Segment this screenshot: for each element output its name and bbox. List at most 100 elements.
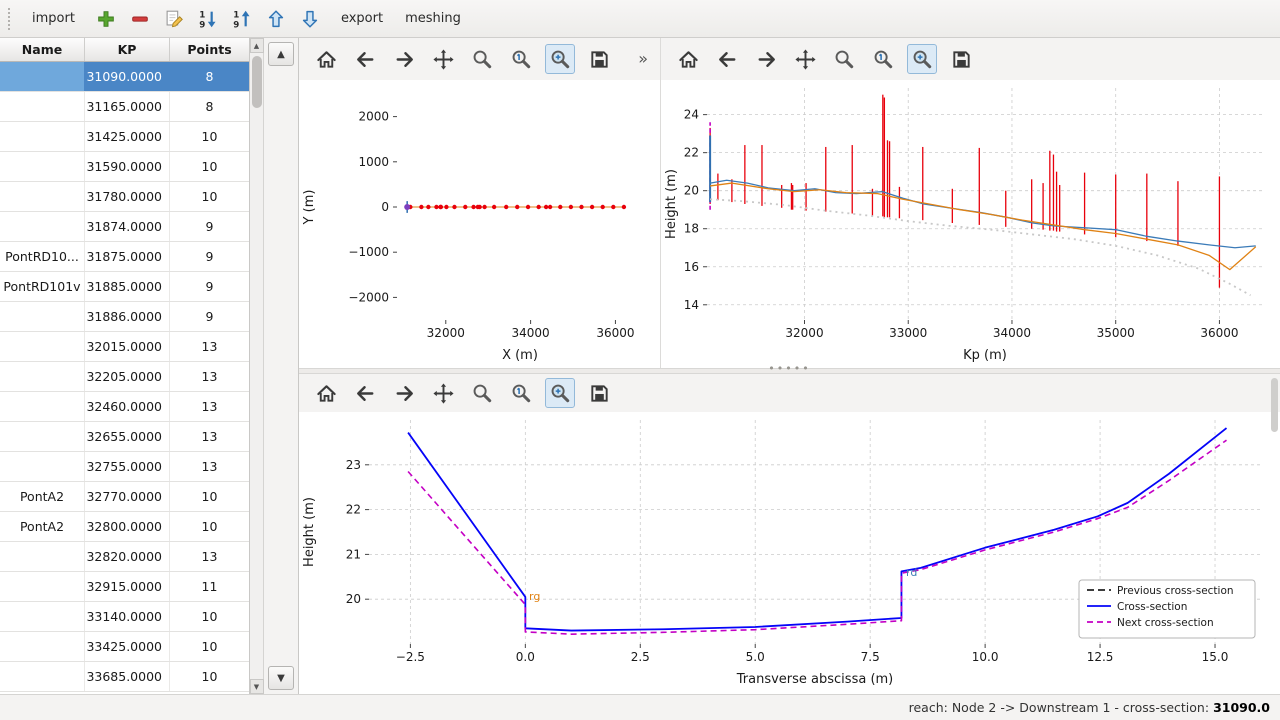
table-row[interactable]: 31780.0000 10 (0, 182, 249, 212)
forward-icon[interactable] (389, 44, 419, 74)
table-scrollbar[interactable]: ▲ ▼ (249, 38, 264, 694)
cell-kp[interactable]: 31886.0000 (85, 302, 170, 331)
cell-name[interactable] (0, 62, 85, 91)
cell-kp[interactable]: 32755.0000 (85, 452, 170, 481)
table-scrollbar-thumb[interactable] (251, 56, 262, 108)
zoom-original-icon[interactable] (868, 44, 898, 74)
cell-kp[interactable]: 32800.0000 (85, 512, 170, 541)
zoom-icon[interactable] (829, 44, 859, 74)
horizontal-splitter[interactable]: ••••• (299, 363, 1280, 374)
cell-name[interactable] (0, 422, 85, 451)
save-icon[interactable] (584, 378, 614, 408)
cell-points[interactable]: 10 (170, 512, 249, 541)
cell-points[interactable]: 10 (170, 182, 249, 211)
pan-icon[interactable] (428, 44, 458, 74)
cell-points[interactable]: 10 (170, 122, 249, 151)
cell-points[interactable]: 10 (170, 602, 249, 631)
cell-name[interactable]: PontRD10... (0, 242, 85, 271)
table-row[interactable]: 33425.0000 10 (0, 632, 249, 662)
table-row[interactable]: PontA2 32800.0000 10 (0, 512, 249, 542)
cell-name[interactable] (0, 572, 85, 601)
home-icon[interactable] (673, 44, 703, 74)
export-button[interactable]: export (332, 6, 392, 31)
cell-name[interactable] (0, 362, 85, 391)
cell-points[interactable]: 9 (170, 302, 249, 331)
cell-kp[interactable]: 32655.0000 (85, 422, 170, 451)
back-icon[interactable] (350, 378, 380, 408)
pan-icon[interactable] (428, 378, 458, 408)
table-row[interactable]: 32205.0000 13 (0, 362, 249, 392)
table-row[interactable]: 32015.0000 13 (0, 332, 249, 362)
save-icon[interactable] (946, 44, 976, 74)
move-row-up-button[interactable]: ▲ (268, 42, 294, 66)
cell-points[interactable]: 13 (170, 392, 249, 421)
longitudinal-profile-plot[interactable]: 32000 33000 34000 35000 36000 14 16 18 20 22 24 Kp … (661, 80, 1279, 368)
table-row[interactable]: PontRD101v 31885.0000 9 (0, 272, 249, 302)
cell-name[interactable] (0, 392, 85, 421)
cell-points[interactable]: 13 (170, 362, 249, 391)
table-row[interactable]: 33685.0000 10 (0, 662, 249, 692)
cell-name[interactable] (0, 302, 85, 331)
cell-kp[interactable]: 31780.0000 (85, 182, 170, 211)
cell-kp[interactable]: 31590.0000 (85, 152, 170, 181)
back-icon[interactable] (350, 44, 380, 74)
back-icon[interactable] (712, 44, 742, 74)
meshing-button[interactable]: meshing (396, 6, 470, 31)
cell-kp[interactable]: 32915.0000 (85, 572, 170, 601)
cell-points[interactable]: 13 (170, 332, 249, 361)
cell-points[interactable]: 10 (170, 152, 249, 181)
save-icon[interactable] (584, 44, 614, 74)
table-row[interactable]: PontRD10... 31875.0000 9 (0, 242, 249, 272)
table-row[interactable]: 32460.0000 13 (0, 392, 249, 422)
table-row[interactable]: 31886.0000 9 (0, 302, 249, 332)
move-row-down-button[interactable]: ▼ (268, 666, 294, 690)
table-row[interactable]: 31165.0000 8 (0, 92, 249, 122)
table-row[interactable]: 32655.0000 13 (0, 422, 249, 452)
cell-points[interactable]: 8 (170, 62, 249, 91)
zoom-original-icon[interactable] (506, 44, 536, 74)
cell-name[interactable] (0, 122, 85, 151)
home-icon[interactable] (311, 378, 341, 408)
move-down-icon[interactable] (296, 5, 324, 33)
cell-kp[interactable]: 32205.0000 (85, 362, 170, 391)
cell-name[interactable] (0, 602, 85, 631)
table-row[interactable]: 33140.0000 10 (0, 602, 249, 632)
cross-section-plot[interactable]: −2.5 0.0 2.5 5.0 7.5 10.0 12.5 15.0 20 21 22 23 Tran… (299, 412, 1279, 692)
zoom-icon[interactable] (467, 44, 497, 74)
cell-name[interactable] (0, 92, 85, 121)
forward-icon[interactable] (389, 378, 419, 408)
cell-points[interactable]: 11 (170, 572, 249, 601)
cell-kp[interactable]: 32770.0000 (85, 482, 170, 511)
cell-points[interactable]: 13 (170, 422, 249, 451)
cell-points[interactable]: 13 (170, 542, 249, 571)
table-row[interactable]: 31590.0000 10 (0, 152, 249, 182)
zoom-selection-icon[interactable] (545, 378, 575, 408)
table-row[interactable]: 31874.0000 9 (0, 212, 249, 242)
home-icon[interactable] (311, 44, 341, 74)
pan-icon[interactable] (790, 44, 820, 74)
cell-name[interactable] (0, 542, 85, 571)
table-row[interactable]: 32820.0000 13 (0, 542, 249, 572)
add-icon[interactable] (92, 5, 120, 33)
cell-kp[interactable]: 31090.0000 (85, 62, 170, 91)
scroll-down-icon[interactable]: ▼ (249, 679, 264, 694)
forward-icon[interactable] (751, 44, 781, 74)
cell-name[interactable]: PontA2 (0, 512, 85, 541)
cell-name[interactable] (0, 182, 85, 211)
column-header-points[interactable]: Points (170, 38, 249, 61)
table-row[interactable]: 31090.0000 8 (0, 62, 249, 92)
cell-name[interactable] (0, 632, 85, 661)
cell-name[interactable] (0, 152, 85, 181)
cell-kp[interactable]: 31425.0000 (85, 122, 170, 151)
cell-name[interactable] (0, 212, 85, 241)
cell-points[interactable]: 10 (170, 662, 249, 691)
remove-icon[interactable] (126, 5, 154, 33)
scroll-up-icon[interactable]: ▲ (249, 38, 264, 53)
cell-points[interactable]: 8 (170, 92, 249, 121)
zoom-icon[interactable] (467, 378, 497, 408)
cell-name[interactable] (0, 662, 85, 691)
cell-kp[interactable]: 31885.0000 (85, 272, 170, 301)
edit-icon[interactable] (160, 5, 188, 33)
